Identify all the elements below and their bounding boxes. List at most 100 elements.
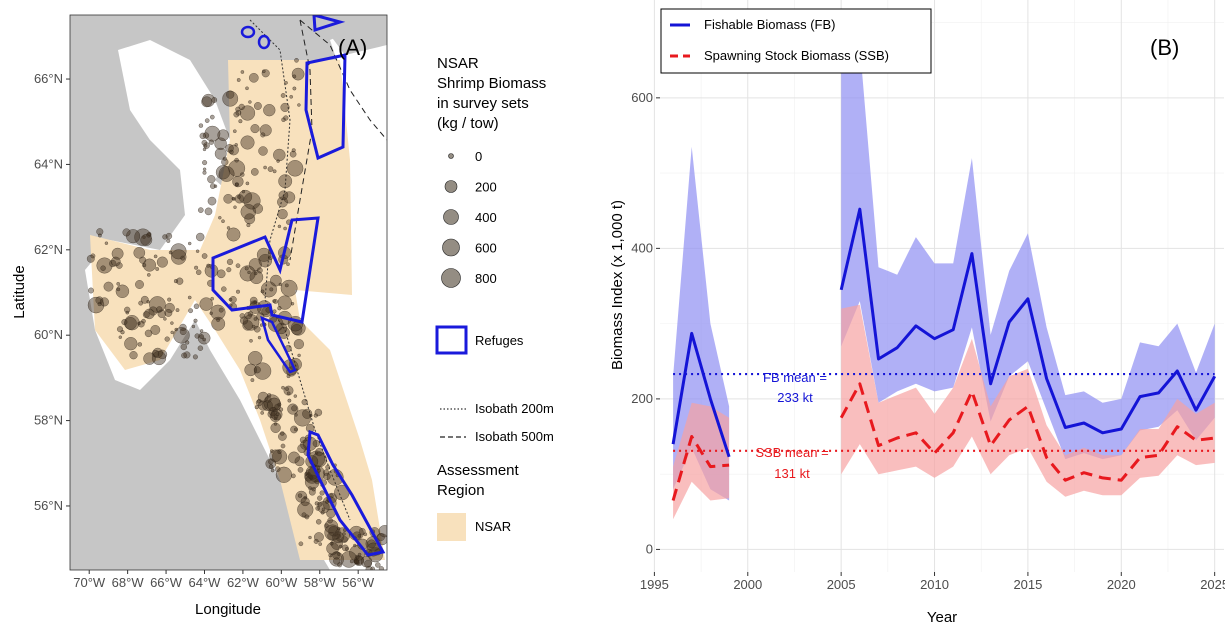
map-frame <box>69 14 388 571</box>
survey-point <box>236 78 241 82</box>
survey-point <box>142 311 150 319</box>
chart-legend <box>660 8 932 74</box>
survey-point <box>315 506 321 511</box>
survey-point <box>246 223 251 228</box>
survey-point <box>267 410 276 419</box>
refuge-polygon-central <box>211 216 320 324</box>
survey-point <box>284 283 289 288</box>
confidence-band-fb <box>841 45 1215 460</box>
survey-point <box>370 566 376 570</box>
map-x-tick-label: 58°W <box>304 575 337 590</box>
survey-point <box>245 86 249 91</box>
size-legend-title-line: Shrimp Biomass <box>437 75 546 92</box>
survey-point <box>204 118 210 123</box>
y-tick-label: 600 <box>631 90 653 105</box>
survey-point <box>175 308 180 313</box>
survey-point <box>298 541 304 547</box>
refuge-polygon-narrow <box>260 315 297 374</box>
survey-point <box>269 449 282 463</box>
nsar-legend-label: NSAR <box>475 519 511 534</box>
refuge-polygon-top <box>312 15 346 33</box>
survey-point <box>125 310 130 315</box>
survey-point <box>235 289 241 294</box>
survey-point <box>216 317 221 322</box>
map-panel: (A) 70°W 68°W 66°W 64°W 62°W 60°W 58°W 56°W 56°… <box>11 14 388 618</box>
survey-point <box>363 532 368 537</box>
survey-point <box>232 129 237 134</box>
survey-point <box>254 405 259 410</box>
survey-point <box>309 413 313 418</box>
survey-point <box>122 228 131 237</box>
x-tick-label: 2025 <box>1200 577 1225 592</box>
survey-point <box>197 345 204 351</box>
survey-point <box>202 167 207 172</box>
survey-point <box>285 387 290 392</box>
region-legend-title-line: Region <box>437 482 485 499</box>
survey-point <box>293 409 312 427</box>
survey-point <box>96 228 104 236</box>
map-x-tick-label: 62°W <box>227 575 260 590</box>
survey-point <box>280 443 286 449</box>
survey-point <box>293 338 305 350</box>
survey-point <box>263 104 276 117</box>
map-panel-label: (A) <box>338 35 367 60</box>
map-x-tick-label: 56°W <box>342 575 375 590</box>
survey-point <box>99 297 109 307</box>
survey-point <box>201 96 213 108</box>
survey-point <box>222 90 239 107</box>
series-line-ssb <box>839 382 1215 482</box>
mean-label-line1: SSB mean = <box>755 445 828 460</box>
nsar-legend-key <box>437 513 466 541</box>
survey-point <box>223 193 234 204</box>
survey-point <box>88 287 94 294</box>
survey-point <box>201 253 208 259</box>
x-tick-label: 2015 <box>1013 577 1042 592</box>
survey-point <box>156 306 163 313</box>
survey-point <box>280 431 285 436</box>
size-legend-title-line: in survey sets <box>437 95 529 112</box>
survey-point <box>280 102 290 112</box>
survey-point <box>349 559 354 564</box>
survey-point <box>238 103 245 111</box>
survey-point <box>308 535 312 540</box>
mean-label-line2: 233 kt <box>777 390 813 405</box>
size-legend-label: 200 <box>475 180 497 195</box>
survey-point <box>202 337 207 342</box>
survey-point <box>226 226 231 230</box>
survey-point <box>358 527 366 535</box>
survey-point <box>116 287 121 292</box>
survey-point <box>97 233 102 238</box>
survey-point <box>321 507 326 512</box>
map-y-tick-label: 66°N <box>34 71 63 86</box>
survey-point <box>199 297 213 311</box>
survey-point <box>104 241 109 245</box>
survey-point <box>293 427 298 432</box>
survey-point <box>157 309 167 319</box>
confidence-band-ssb <box>673 402 730 520</box>
survey-point <box>149 296 166 313</box>
x-tick-label: 2005 <box>827 577 856 592</box>
map-x-tick-label: 64°W <box>189 575 222 590</box>
survey-point <box>257 335 262 340</box>
survey-point <box>297 501 314 518</box>
chart-x-axis-title: Year <box>927 609 957 625</box>
greenland-land <box>330 15 387 55</box>
series-line-ssb <box>671 435 730 501</box>
survey-point <box>250 168 259 176</box>
survey-point <box>147 232 152 237</box>
survey-point <box>332 531 344 544</box>
survey-point <box>291 67 305 81</box>
survey-point <box>287 403 299 415</box>
survey-point <box>312 439 320 448</box>
y-tick-label: 400 <box>631 240 653 255</box>
survey-point <box>142 258 157 272</box>
survey-point <box>249 270 264 285</box>
survey-point <box>280 93 286 98</box>
size-legend-label: 400 <box>475 210 497 225</box>
survey-point <box>317 495 323 501</box>
survey-point <box>191 324 196 329</box>
map-longitude-ticks: 70°W 68°W 66°W 64°W 62°W 60°W 58°W 56°W <box>73 570 375 590</box>
survey-point <box>146 232 152 238</box>
survey-point <box>291 405 298 412</box>
survey-point <box>274 466 281 473</box>
